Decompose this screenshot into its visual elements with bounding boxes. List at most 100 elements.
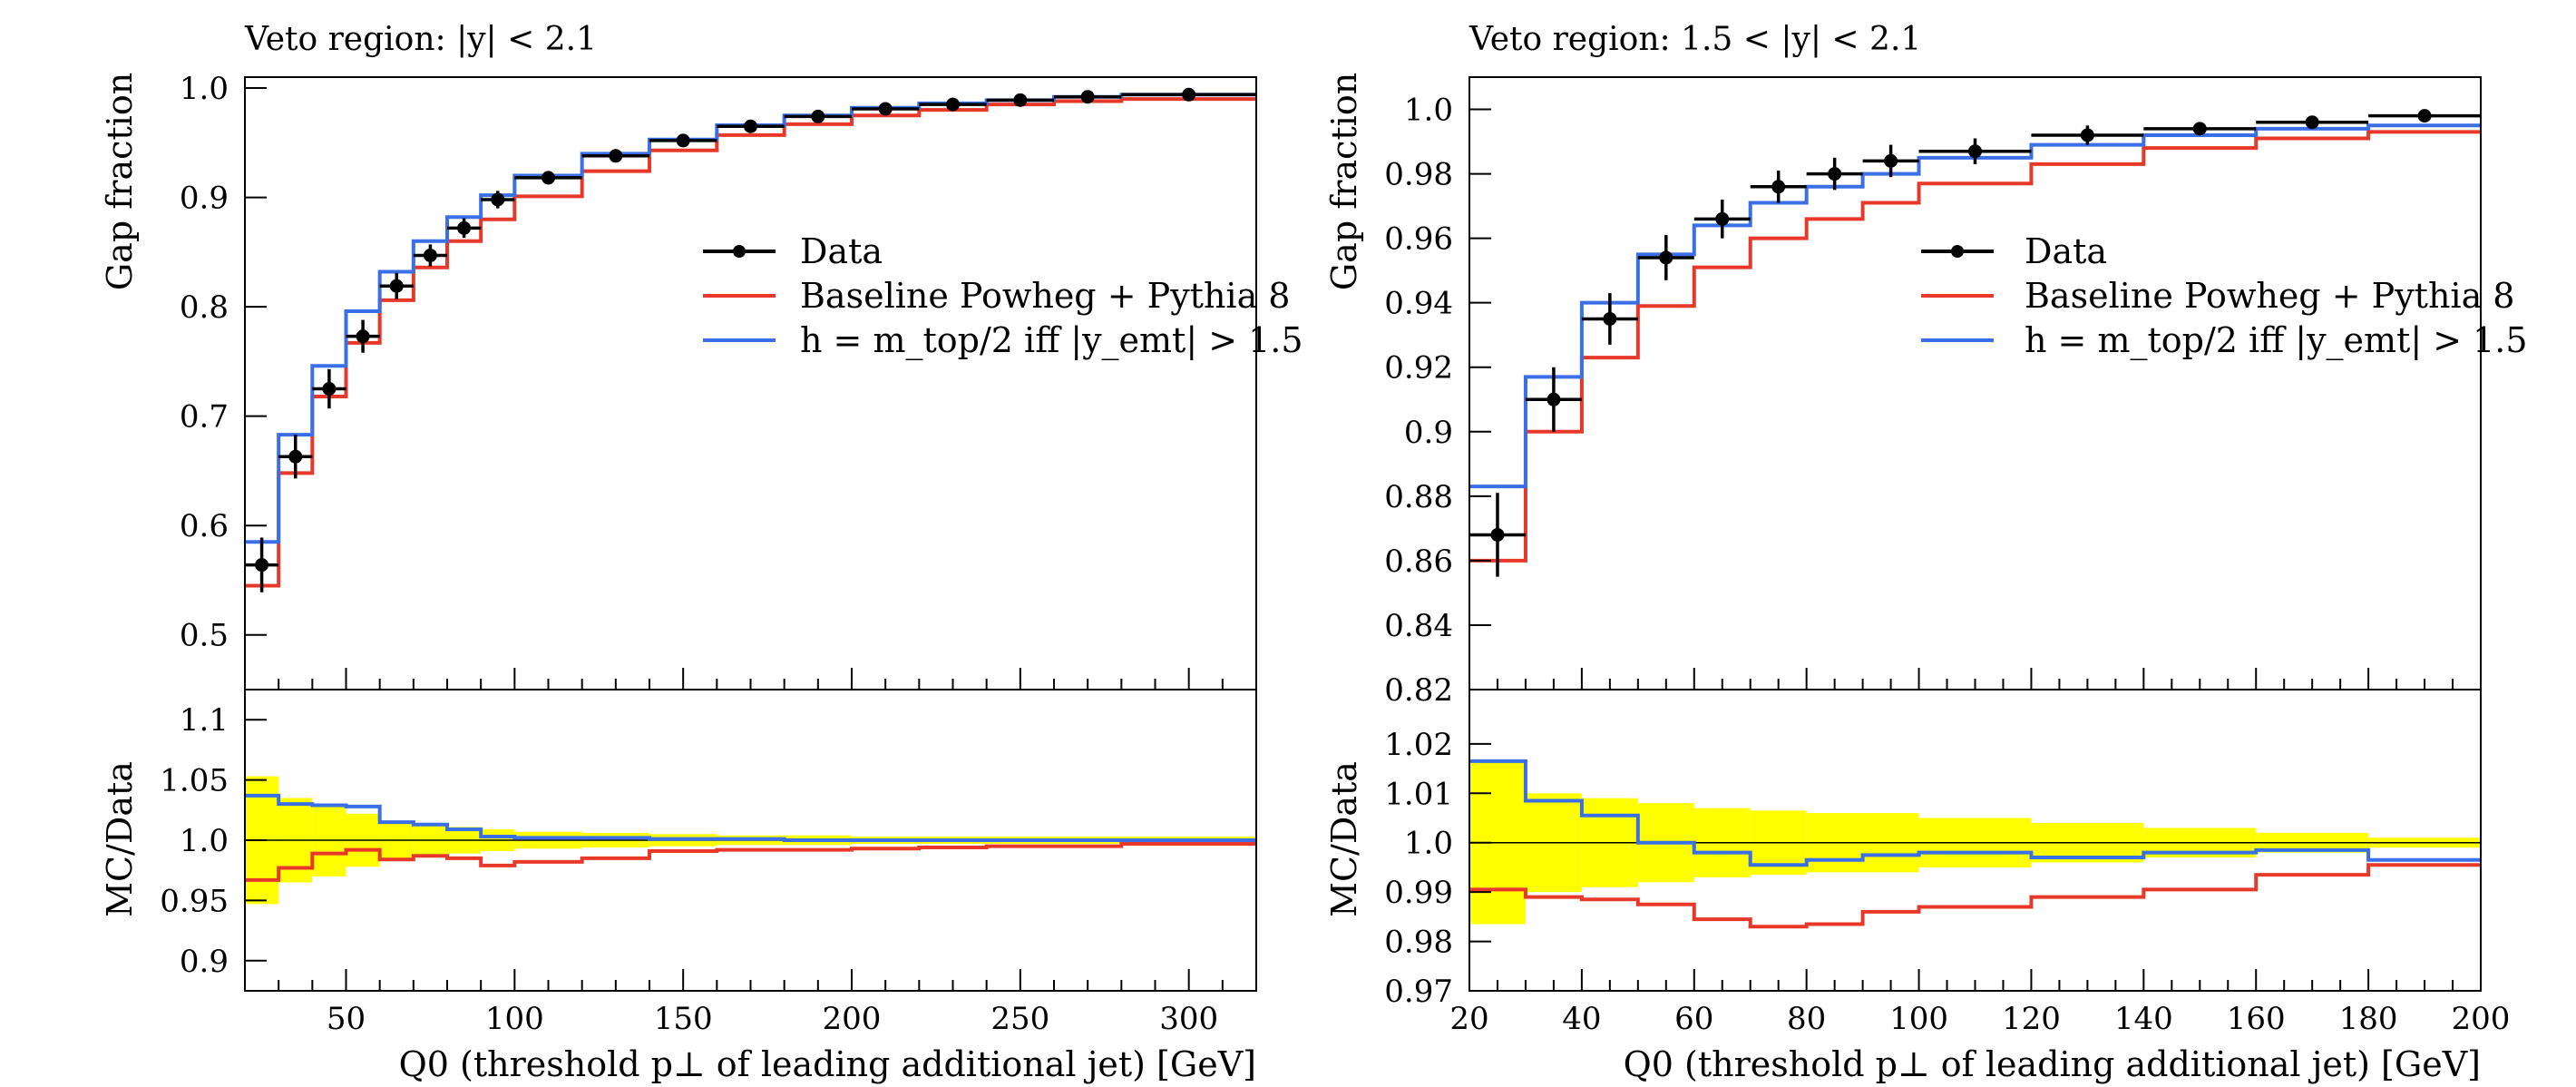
y-tick-label: 0.6 xyxy=(180,508,229,544)
left-main-frame xyxy=(244,76,1257,690)
left-main-lines xyxy=(245,93,1256,588)
x-tick-label: 100 xyxy=(485,1001,544,1037)
data-point xyxy=(1490,527,1505,542)
data-point xyxy=(255,558,269,573)
y-tick-label: 0.8 xyxy=(180,289,229,326)
y-tick-label: 0.9 xyxy=(1404,415,1453,451)
y-tick-label: 0.86 xyxy=(1384,544,1453,580)
y-tick-label: 0.9 xyxy=(180,944,229,980)
variant-ratio-line xyxy=(245,793,1256,842)
right-main-frame xyxy=(1469,76,2482,690)
y-tick-label: 1.05 xyxy=(160,763,229,799)
x-tick-label: 20 xyxy=(1449,1001,1488,1037)
baseline-ratio-line xyxy=(1469,863,2481,929)
legend-data-label: Data xyxy=(800,231,883,271)
data-point xyxy=(322,382,337,397)
data-point xyxy=(676,133,690,148)
data-point xyxy=(2417,109,2432,123)
right-panel: Veto region: 1.5 < |y| < 2.1 20 40 60 80 100… xyxy=(1324,21,2528,1084)
legend-variant-label: h = m_top/2 iff |y_emt| > 1.5 xyxy=(2025,320,2528,361)
left-tick-labels: 50 100 150 200 250 300 0.5 0.6 0.7 0.8 0.9 1.0 0.9 0.… xyxy=(160,71,1218,1037)
data-point xyxy=(609,149,623,163)
y-tick-label: 0.88 xyxy=(1384,479,1453,515)
x-tick-label: 180 xyxy=(2339,1001,2398,1037)
y-tick-label: 0.97 xyxy=(1384,974,1453,1010)
variant-histogram xyxy=(245,93,1256,544)
y-tick-label: 1.0 xyxy=(180,823,229,859)
data-point xyxy=(811,109,825,123)
x-tick-label: 200 xyxy=(2452,1001,2511,1037)
legend-data-label: Data xyxy=(2025,231,2107,271)
x-tick-label: 250 xyxy=(990,1001,1049,1037)
data-point xyxy=(1013,93,1028,107)
x-tick-label: 120 xyxy=(2002,1001,2061,1037)
left-panel: Veto region: |y| < 2.1 50 100 150 200 250 300… xyxy=(100,21,1303,1084)
legend-baseline-label: Baseline Powheg + Pythia 8 xyxy=(800,276,1290,316)
right-tick-labels: 20 40 60 80 100 120 140 160 180 200 0.82 0.84 0.86 0.… xyxy=(1384,93,2510,1037)
data-point xyxy=(1771,180,1786,194)
y-tick-label: 0.98 xyxy=(1384,925,1453,961)
legend-data-marker xyxy=(733,245,746,258)
data-point xyxy=(288,449,303,464)
right-ylabel-main: Gap fraction xyxy=(1324,73,1364,290)
x-tick-label: 80 xyxy=(1787,1001,1826,1037)
y-tick-label: 1.1 xyxy=(180,702,229,739)
y-tick-label: 0.94 xyxy=(1384,286,1453,322)
y-tick-label: 1.0 xyxy=(1404,93,1453,129)
x-tick-label: 300 xyxy=(1159,1001,1218,1037)
legend-baseline-label: Baseline Powheg + Pythia 8 xyxy=(2025,276,2514,316)
baseline-histogram xyxy=(1469,130,2481,563)
x-tick-label: 140 xyxy=(2114,1001,2173,1037)
x-tick-label: 40 xyxy=(1562,1001,1601,1037)
left-ratio-lines xyxy=(245,793,1256,882)
y-tick-label: 0.7 xyxy=(180,399,229,436)
data-point xyxy=(744,119,757,133)
x-tick-label: 160 xyxy=(2227,1001,2286,1037)
data-point xyxy=(2192,122,2207,136)
data-point xyxy=(946,97,960,112)
left-xlabel: Q0 (threshold p⊥ of leading additional j… xyxy=(399,1044,1256,1084)
data-point xyxy=(1547,392,1561,406)
x-tick-label: 200 xyxy=(823,1001,882,1037)
baseline-ratio-line xyxy=(245,841,1256,882)
legend-data-marker xyxy=(1951,245,1964,258)
y-tick-label: 0.95 xyxy=(160,883,229,919)
y-tick-label: 0.82 xyxy=(1384,672,1453,709)
right-ticks xyxy=(1469,108,2482,992)
data-point xyxy=(2305,115,2319,130)
y-tick-label: 0.5 xyxy=(180,618,229,654)
data-point xyxy=(457,220,472,235)
y-tick-label: 1.01 xyxy=(1384,776,1453,812)
right-xlabel: Q0 (threshold p⊥ of leading additional j… xyxy=(1624,1044,2481,1084)
y-tick-label: 1.02 xyxy=(1384,727,1453,763)
y-tick-label: 1.0 xyxy=(180,71,229,107)
left-region-title: Veto region: |y| < 2.1 xyxy=(244,21,597,58)
data-point xyxy=(1182,87,1196,102)
data-point xyxy=(1080,90,1095,104)
left-data-points xyxy=(245,87,1256,592)
y-tick-label: 0.98 xyxy=(1384,157,1453,193)
data-point xyxy=(1659,250,1673,265)
data-point xyxy=(1968,144,1982,159)
left-ylabel-main: Gap fraction xyxy=(100,73,140,290)
data-point xyxy=(356,329,370,344)
y-tick-label: 1.0 xyxy=(1404,826,1453,862)
right-legend: Data Baseline Powheg + Pythia 8 h = m_to… xyxy=(1921,231,2528,361)
data-point xyxy=(1884,153,1898,168)
data-point xyxy=(389,279,404,293)
left-legend: Data Baseline Powheg + Pythia 8 h = m_to… xyxy=(703,231,1303,361)
right-data-points xyxy=(1469,109,2481,577)
data-point xyxy=(491,192,505,207)
y-tick-label: 0.99 xyxy=(1384,875,1453,911)
data-point xyxy=(542,171,555,185)
y-tick-label: 0.96 xyxy=(1384,221,1453,258)
right-ylabel-ratio: MC/Data xyxy=(1324,761,1364,917)
data-point xyxy=(1828,167,1842,181)
data-point xyxy=(878,102,893,116)
x-tick-label: 60 xyxy=(1674,1001,1713,1037)
y-tick-label: 0.9 xyxy=(180,181,229,217)
data-point xyxy=(1603,311,1617,326)
data-point xyxy=(2080,128,2094,142)
data-point xyxy=(1715,211,1730,226)
